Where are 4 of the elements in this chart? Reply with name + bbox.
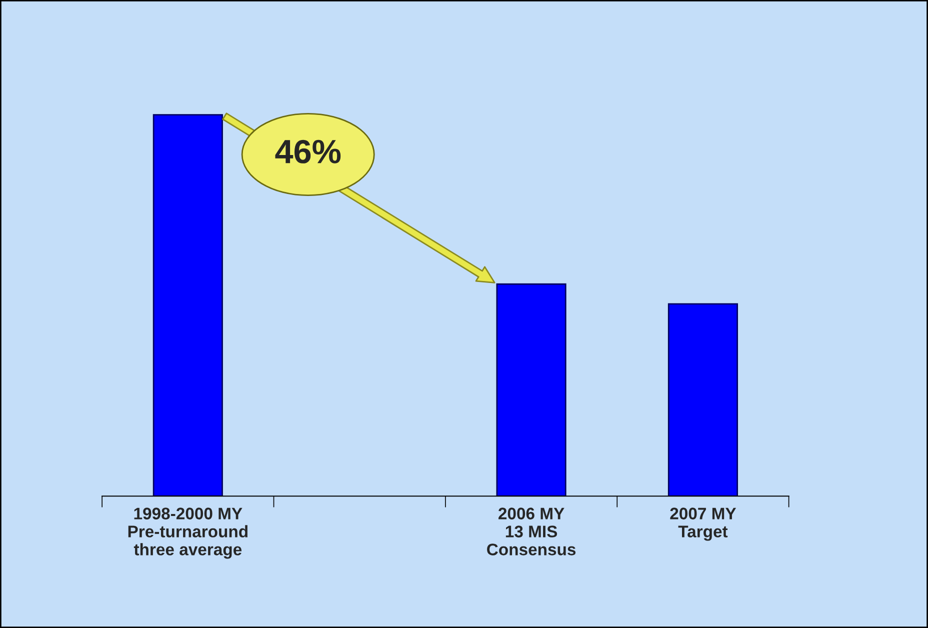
x-tick-label: 2007 MY Target	[670, 508, 736, 541]
x-tick-label: 2006 MY 13 MIS Consensus	[487, 508, 576, 556]
annotation: 46%	[275, 140, 341, 164]
x-tick-label: 1998-2000 MY Pre-turnaround three average	[128, 508, 248, 559]
